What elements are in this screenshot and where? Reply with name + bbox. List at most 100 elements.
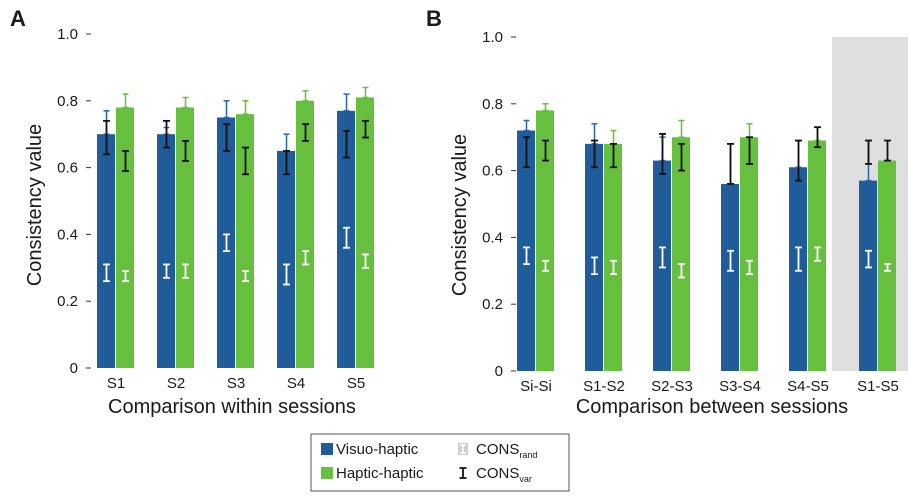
legend-label-visuo-haptic: Visuo-haptic xyxy=(336,441,419,458)
panel-b-letter: B xyxy=(426,6,442,31)
panel-a-cons-var-haptic xyxy=(302,123,309,142)
panel-b-cons-var-haptic xyxy=(610,142,617,169)
panel-b-error-haptic xyxy=(746,123,753,138)
panel-b-x-tick-label: S3-S4 xyxy=(719,378,761,395)
panel-a-cons-rand-visuo xyxy=(283,263,290,286)
panel-b-cons-var-haptic xyxy=(814,126,821,149)
panel-a-cons-var-visuo xyxy=(283,149,290,176)
panel-a-bar-visuo xyxy=(157,134,175,368)
panel-a-cons-rand-visuo xyxy=(343,226,350,249)
legend-cons-var-icon xyxy=(459,467,467,479)
panel-b-y-tick-label: 1.0 xyxy=(482,29,503,46)
panel-a-x-tick-label: S2 xyxy=(167,375,185,392)
legend-frame xyxy=(310,433,570,492)
panel-a-x-tick-label: S3 xyxy=(227,375,245,392)
panel-b-y-tick-label: 0.2 xyxy=(482,296,503,313)
panel-a-cons-var-visuo xyxy=(223,123,230,152)
panel-a-bar-haptic xyxy=(116,107,134,368)
panel-b-x-tick-label: S1-S2 xyxy=(583,378,625,395)
panel-b-cons-var-visuo xyxy=(659,132,666,175)
legend-label-cons-var: CONSvar xyxy=(476,465,532,484)
panel-b-x-tick-label: Si-Si xyxy=(520,378,552,395)
panel-b-bar-haptic xyxy=(536,110,554,371)
panel-b-y-tick-label: 0.6 xyxy=(482,163,503,180)
panel-a-cons-var-haptic xyxy=(182,139,189,162)
panel-a-y-tick-label: 0.8 xyxy=(57,93,78,110)
panel-b-cons-var-haptic xyxy=(678,142,685,172)
panel-a-bar-haptic xyxy=(296,100,314,369)
panel-a-x-tick-label: S1 xyxy=(107,375,125,392)
panel-a-y-axis-label: Consistency value xyxy=(24,124,46,286)
panel-b-cons-rand-haptic xyxy=(542,259,549,272)
panel-a-error-visuo xyxy=(343,93,350,112)
panel-b-y-tick-label: 0 xyxy=(495,363,503,380)
panel-a-y-tick-label: 0.4 xyxy=(57,226,78,243)
panel-a-cons-var-haptic xyxy=(242,146,249,176)
panel-a-error-haptic xyxy=(122,93,129,109)
panel-a-x-tick-label: S5 xyxy=(347,375,365,392)
panel-a-bar-haptic xyxy=(236,114,254,368)
legend-swatch-visuo-haptic xyxy=(321,443,333,455)
panel-a-cons-rand-visuo xyxy=(223,233,230,253)
panel-a-error-haptic xyxy=(182,96,189,109)
panel-b-y-axis-label: Consistency value xyxy=(449,134,471,296)
panel-b-cons-rand-visuo xyxy=(591,256,598,276)
panel-a-cons-var-visuo xyxy=(103,119,110,156)
legend: Visuo-haptic Haptic-haptic CONSrand CONS… xyxy=(310,433,570,492)
panel-b-x-tick-label: S1-S5 xyxy=(857,378,899,395)
panel-a-error-haptic xyxy=(242,100,249,115)
legend-cons-rand-icon xyxy=(458,443,468,455)
panel-a-cons-var-haptic xyxy=(362,119,369,139)
panel-b-bar-haptic xyxy=(604,143,622,371)
panel-b: B Consistency value Comparison between s… xyxy=(426,6,908,418)
panel-a-cons-rand-haptic xyxy=(182,263,189,279)
panel-a: A Consistency value Comparison within se… xyxy=(10,6,374,418)
panel-b-cons-var-haptic xyxy=(884,139,891,162)
panel-a-cons-var-visuo xyxy=(343,129,350,159)
panel-a-cons-rand-visuo xyxy=(103,263,110,283)
panel-b-x-tick-label: S4-S5 xyxy=(787,378,829,395)
panel-b-bar-visuo xyxy=(721,183,739,371)
panel-a-y-tick-label: 0.2 xyxy=(57,293,78,310)
panel-a-error-visuo xyxy=(223,100,230,119)
panel-a-cons-rand-visuo xyxy=(163,263,170,279)
panel-a-bar-haptic xyxy=(356,97,374,369)
panel-a-y-tick-label: 1.0 xyxy=(57,26,78,43)
panel-a-bar-visuo xyxy=(97,134,115,368)
panel-b-cons-rand-haptic xyxy=(678,263,685,279)
panel-b-error-haptic xyxy=(542,103,549,112)
panel-b-cons-var-visuo xyxy=(865,139,872,165)
panel-a-cons-rand-haptic xyxy=(122,270,129,283)
panel-a-letter: A xyxy=(10,6,26,31)
panel-b-cons-var-visuo xyxy=(523,136,530,169)
panel-b-bar-haptic xyxy=(672,137,690,371)
panel-b-error-haptic xyxy=(678,119,685,138)
panel-a-cons-var-visuo xyxy=(163,119,170,149)
panel-b-bar-visuo xyxy=(859,180,877,371)
panel-b-y-tick-label: 0.4 xyxy=(482,229,503,246)
panel-b-bar-haptic xyxy=(740,137,758,371)
panel-b-cons-var-visuo xyxy=(591,139,598,169)
panel-a-error-visuo xyxy=(283,133,290,152)
panel-a-y-tick-label: 0.6 xyxy=(57,160,78,177)
panel-b-cons-var-haptic xyxy=(746,136,753,165)
panel-a-cons-rand-haptic xyxy=(242,270,249,283)
panel-a-cons-rand-haptic xyxy=(362,253,369,269)
panel-b-plot-area: 0 0.2 0.4 0.6 0.8 1.0 Si-Si S1-S2 S2-S3 S3-S4 S4-S… xyxy=(482,29,908,395)
panel-b-error-haptic xyxy=(610,129,617,145)
panel-a-cons-var-haptic xyxy=(122,149,129,172)
panel-b-cons-var-haptic xyxy=(542,139,549,162)
panel-a-cons-rand-haptic xyxy=(302,250,309,266)
panel-b-cons-rand-haptic xyxy=(884,263,891,272)
panel-a-x-tick-label: S4 xyxy=(287,375,305,392)
panel-a-y-tick-label: 0 xyxy=(70,360,78,377)
panel-b-y-tick-label: 0.8 xyxy=(482,96,503,113)
panel-b-cons-var-visuo xyxy=(727,142,734,185)
panel-b-cons-rand-visuo xyxy=(727,249,734,272)
panel-a-x-axis-label: Comparison within sessions xyxy=(108,396,356,418)
panel-b-cons-rand-visuo xyxy=(523,246,530,266)
legend-label-cons-rand: CONSrand xyxy=(476,441,537,460)
legend-label-haptic-haptic: Haptic-haptic xyxy=(336,465,424,482)
panel-b-cons-rand-haptic xyxy=(746,259,753,276)
panel-a-bar-visuo xyxy=(277,150,295,368)
